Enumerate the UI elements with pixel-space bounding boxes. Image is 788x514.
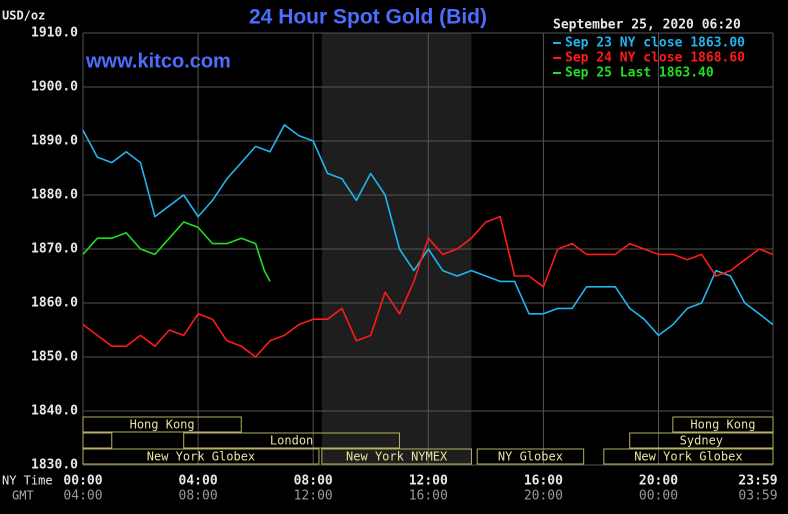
session-box	[82, 448, 320, 465]
y-tick-label: 1840.0	[31, 404, 78, 419]
session-label: Hong Kong	[690, 418, 755, 432]
x-tick-label: 04:00	[179, 474, 218, 489]
session-box	[82, 432, 113, 449]
legend-label: Sep 24 NY close 1868.60	[565, 51, 745, 66]
x2-tick-label: 16:00	[409, 489, 448, 504]
timestamp: September 25, 2020 06:20	[553, 18, 741, 33]
session-label: New York Globex	[634, 450, 742, 464]
legend-label: Sep 25 Last 1863.40	[565, 66, 714, 81]
chart-title: 24 Hour Spot Gold (Bid)	[249, 6, 487, 29]
session-label: Sydney	[680, 434, 723, 448]
session-box	[476, 448, 585, 465]
watermark: www.kitco.com	[85, 50, 231, 72]
y-tick-label: 1910.0	[31, 26, 78, 41]
x2-tick-label: 03:59	[738, 489, 777, 504]
session-box	[82, 416, 242, 433]
session-box	[603, 448, 774, 465]
session-box	[183, 432, 401, 449]
y-tick-label: 1830.0	[31, 458, 78, 473]
y-axis-title: USD/oz	[2, 9, 45, 23]
y-tick-label: 1870.0	[31, 242, 78, 257]
x-tick-label: 08:00	[294, 474, 333, 489]
session-box	[672, 416, 774, 433]
y-tick-label: 1850.0	[31, 350, 78, 365]
x2-tick-label: 08:00	[179, 489, 218, 504]
price-line	[82, 124, 774, 337]
x-tick-label: 23:59	[738, 474, 777, 489]
x-tick-label: 12:00	[409, 474, 448, 489]
x2-tick-label: 20:00	[524, 489, 563, 504]
legend-label: Sep 23 NY close 1863.00	[565, 36, 745, 51]
session-label: New York NYMEX	[346, 450, 448, 464]
x2-axis-title: GMT	[12, 489, 34, 503]
x-axis-title: NY Time	[2, 474, 53, 488]
x-tick-label: 00:00	[63, 474, 102, 489]
x2-tick-label: 00:00	[639, 489, 678, 504]
x2-tick-label: 12:00	[294, 489, 333, 504]
y-tick-label: 1890.0	[31, 134, 78, 149]
x-tick-label: 16:00	[524, 474, 563, 489]
session-box	[321, 448, 472, 465]
session-label: New York Globex	[147, 450, 255, 464]
session-label: London	[270, 434, 313, 448]
x2-tick-label: 04:00	[63, 489, 102, 504]
y-tick-label: 1860.0	[31, 296, 78, 311]
session-label: NY Globex	[498, 450, 563, 464]
price-line	[82, 221, 271, 282]
price-line	[82, 215, 774, 358]
session-box	[629, 432, 774, 449]
y-tick-label: 1880.0	[31, 188, 78, 203]
session-label: Hong Kong	[130, 418, 195, 432]
y-tick-label: 1900.0	[31, 80, 78, 95]
x-tick-label: 20:00	[639, 474, 678, 489]
